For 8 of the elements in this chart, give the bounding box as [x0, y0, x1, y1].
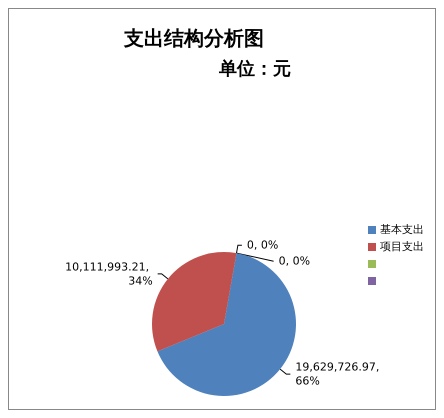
- text: 0, 0%: [246, 238, 278, 252]
- chart-title: 支出结构分析图: [123, 26, 264, 50]
- data-label: 10,111,993.21, 34%: [65, 260, 153, 288]
- chart-subtitle: 单位：元: [218, 58, 291, 80]
- legend-label: 基本支出: [380, 222, 424, 237]
- text: 0, 0%: [278, 254, 310, 268]
- legend-label: 项目支出: [380, 239, 424, 254]
- data-label: 19,629,726.97, 66%: [295, 360, 383, 388]
